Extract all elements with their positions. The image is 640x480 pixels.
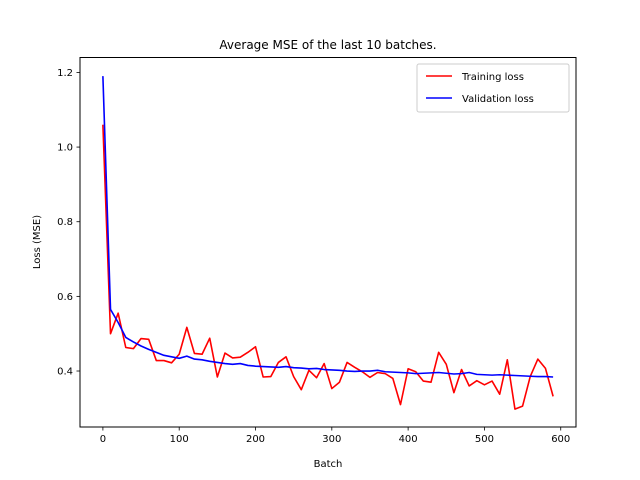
plot-area <box>102 76 554 410</box>
y-tick-label-0: 0.4 <box>57 367 73 378</box>
legend-label-training: Training loss <box>461 72 524 83</box>
x-axis: 0 100 200 300 400 500 600 <box>100 427 570 445</box>
x-tick-label-2: 200 <box>246 434 265 445</box>
series-line-0 <box>102 124 554 410</box>
plot-frame <box>79 57 577 428</box>
x-tick-label-3: 300 <box>322 434 341 445</box>
legend: Training loss Validation loss <box>416 63 570 113</box>
x-axis-title: Batch <box>314 459 343 470</box>
x-tick-label-1: 100 <box>170 434 189 445</box>
x-tick-label-5: 500 <box>475 434 494 445</box>
y-axis-title: Loss (MSE) <box>32 215 43 269</box>
x-tick-label-4: 400 <box>399 434 418 445</box>
y-tick-label-4: 1.2 <box>57 68 73 79</box>
y-tick-label-2: 0.8 <box>57 217 73 228</box>
series-line-1 <box>102 76 554 378</box>
y-axis: 0.4 0.6 0.8 1.0 1.2 <box>57 68 80 378</box>
x-tick-label-6: 600 <box>551 434 570 445</box>
legend-box <box>416 63 570 113</box>
y-tick-label-1: 0.6 <box>57 292 73 303</box>
y-tick-label-3: 1.0 <box>57 143 73 154</box>
chart-title: Average MSE of the last 10 batches. <box>219 38 436 52</box>
x-tick-label-0: 0 <box>100 434 106 445</box>
legend-label-validation: Validation loss <box>462 94 534 105</box>
